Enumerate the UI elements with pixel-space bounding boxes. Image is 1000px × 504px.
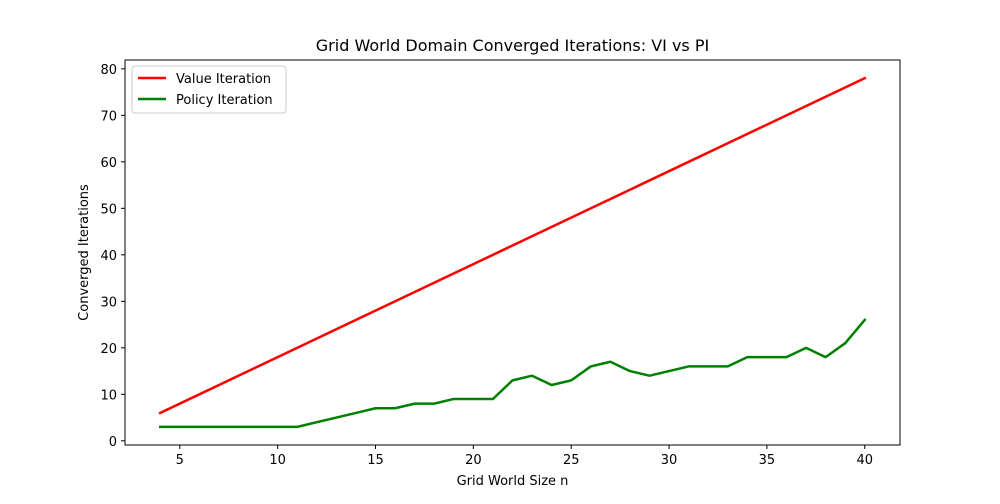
y-tick-label: 30 (100, 295, 117, 310)
x-tick-label: 20 (465, 453, 482, 468)
x-tick-label: 30 (661, 453, 678, 468)
y-tick-label: 40 (100, 249, 117, 264)
plot-frame (124, 59, 901, 446)
x-tick-label: 35 (759, 453, 776, 468)
y-tick-label: 70 (100, 109, 117, 124)
y-axis-label: Converged Iterations (77, 184, 92, 321)
y-tick-label: 10 (100, 388, 117, 403)
y-tick-label: 50 (100, 202, 117, 217)
x-tick-label: 15 (367, 453, 384, 468)
chart-title: Grid World Domain Converged Iterations: … (316, 36, 709, 55)
legend-label-policy-iteration: Policy Iteration (176, 93, 273, 108)
x-axis-label: Grid World Size n (457, 474, 569, 489)
series-line-policy-iteration (158, 318, 867, 429)
x-axis: 5 10 15 20 25 30 35 40 (176, 445, 873, 468)
series-layer (158, 76, 867, 429)
x-tick-label: 5 (176, 453, 184, 468)
x-tick-label: 25 (563, 453, 580, 468)
series-line-value-iteration (158, 76, 867, 415)
x-tick-label: 40 (856, 453, 873, 468)
y-tick-label: 80 (100, 63, 117, 78)
legend: Value Iteration Policy Iteration (131, 65, 287, 114)
y-tick-label: 60 (100, 156, 117, 171)
y-axis: 0 10 20 30 40 50 60 70 80 (100, 63, 125, 450)
y-tick-label: 0 (109, 435, 117, 450)
y-tick-label: 20 (100, 342, 117, 357)
x-tick-label: 10 (269, 453, 286, 468)
legend-box (131, 65, 287, 114)
legend-label-value-iteration: Value Iteration (176, 72, 271, 87)
